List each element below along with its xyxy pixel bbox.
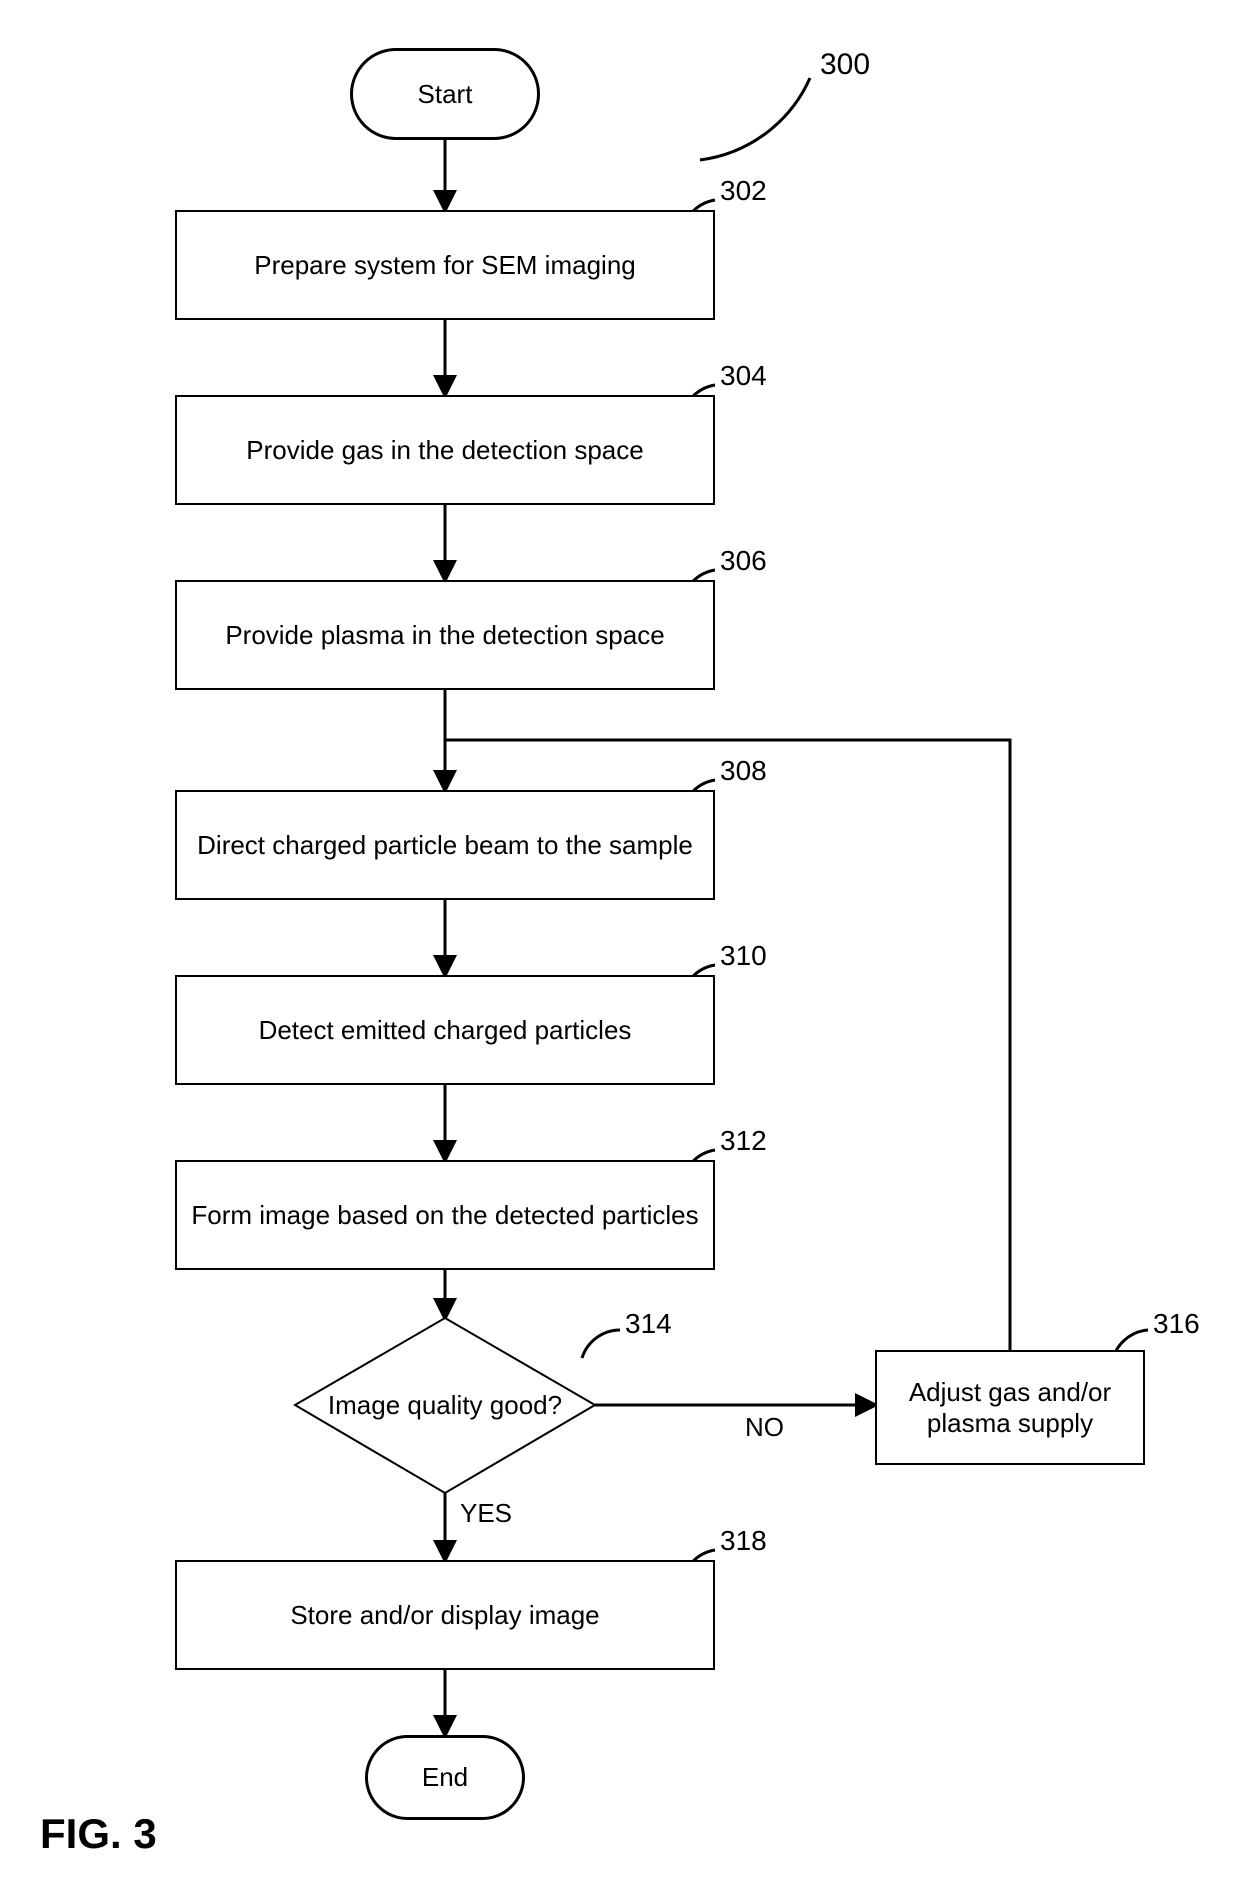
ref-318: 318 — [720, 1525, 767, 1557]
ref-300: 300 — [820, 48, 870, 82]
step-312: Form image based on the detected particl… — [175, 1160, 715, 1270]
step-318: Store and/or display image — [175, 1560, 715, 1670]
decision-314-label: Image quality good? — [295, 1355, 595, 1455]
ref-302: 302 — [720, 175, 767, 207]
ref-310: 310 — [720, 940, 767, 972]
branch-yes: YES — [460, 1498, 512, 1529]
ref-308: 308 — [720, 755, 767, 787]
step-316: Adjust gas and/or plasma supply — [875, 1350, 1145, 1465]
ref-312: 312 — [720, 1125, 767, 1157]
step-310: Detect emitted charged particles — [175, 975, 715, 1085]
start-node: Start — [350, 48, 540, 140]
ref-304: 304 — [720, 360, 767, 392]
step-302: Prepare system for SEM imaging — [175, 210, 715, 320]
step-308: Direct charged particle beam to the samp… — [175, 790, 715, 900]
flowchart-canvas: Start Prepare system for SEM imaging 302… — [0, 0, 1240, 1883]
end-node: End — [365, 1735, 525, 1820]
branch-no: NO — [745, 1412, 784, 1443]
ref-314: 314 — [625, 1308, 672, 1340]
step-304: Provide gas in the detection space — [175, 395, 715, 505]
ref-316: 316 — [1153, 1308, 1200, 1340]
step-306: Provide plasma in the detection space — [175, 580, 715, 690]
figure-title: FIG. 3 — [40, 1810, 157, 1858]
ref-306: 306 — [720, 545, 767, 577]
